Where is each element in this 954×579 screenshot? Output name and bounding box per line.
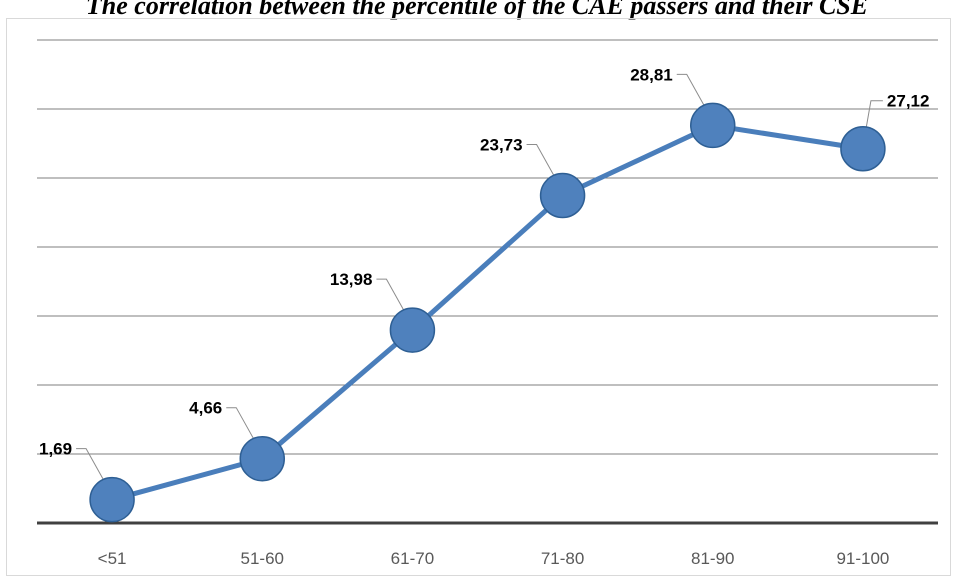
data-label: 28,81 <box>630 65 673 84</box>
data-label-leader <box>376 278 411 323</box>
data-point-marker <box>239 435 285 482</box>
series-line <box>111 122 864 503</box>
label-leader-lines <box>76 73 883 492</box>
x-tick-label: 61-70 <box>391 549 434 568</box>
data-label: 4,66 <box>189 399 222 418</box>
data-label: 1,69 <box>39 440 72 459</box>
x-tick-label: <51 <box>98 549 127 568</box>
data-label: 27,12 <box>887 92 930 111</box>
data-point-marker <box>389 307 436 353</box>
data-label-leader <box>226 407 261 451</box>
x-tick-label: 51-60 <box>241 549 284 568</box>
data-point-marker <box>89 476 135 523</box>
gridlines <box>37 39 938 455</box>
data-point-marker <box>539 172 586 219</box>
chart-frame <box>6 18 951 576</box>
x-tick-labels: <51 51-60 61-70 71-80 81-90 91-100 <box>98 549 890 568</box>
data-label-leader <box>676 73 712 118</box>
x-tick-label: 91-100 <box>836 549 889 568</box>
data-labels: 1,69 4,66 13,98 23,73 28,81 27,12 <box>39 65 929 458</box>
x-tick-label: 81-90 <box>691 549 734 568</box>
data-label: 13,98 <box>330 270 373 289</box>
x-tick-label: 71-80 <box>541 549 584 568</box>
data-label-leader <box>76 448 111 492</box>
series-markers <box>89 102 886 523</box>
data-point-marker <box>690 102 736 149</box>
chart-title: The correlation between the percentile o… <box>85 0 869 20</box>
series-line-path <box>111 122 864 503</box>
data-label-leader <box>526 144 562 188</box>
data-label: 23,73 <box>480 136 523 155</box>
data-point-marker <box>840 125 886 172</box>
